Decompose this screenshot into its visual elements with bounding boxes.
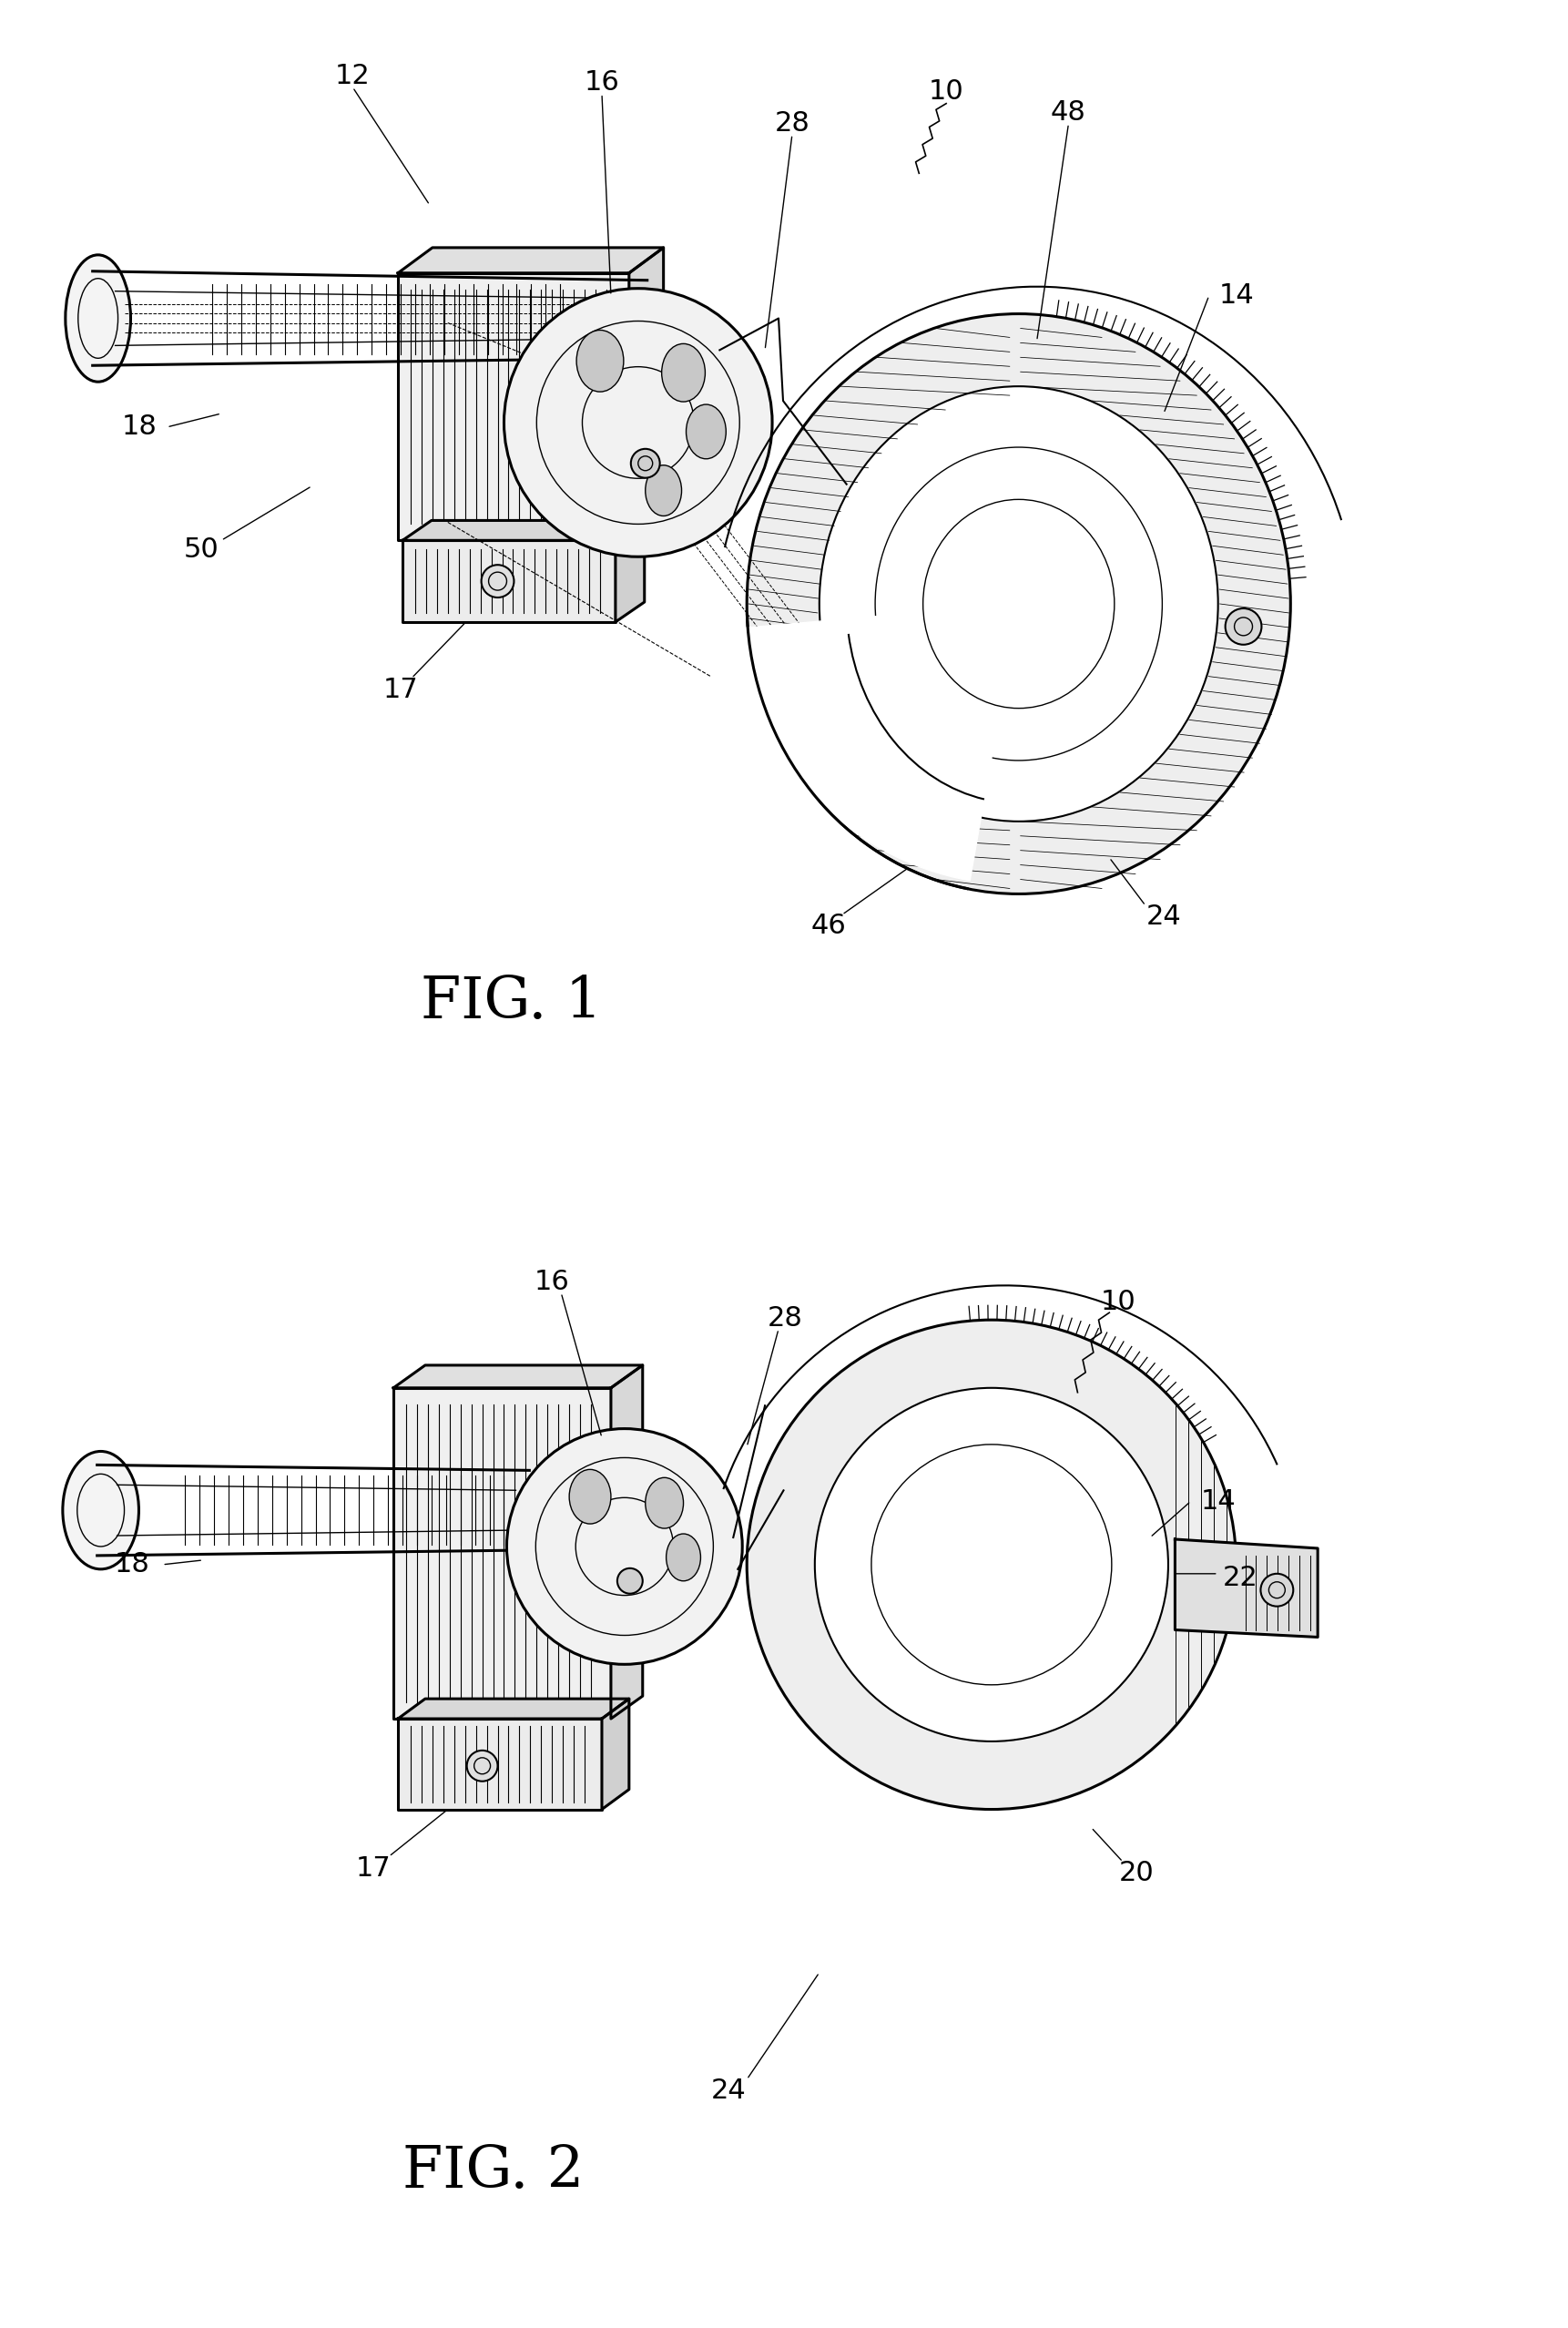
- Ellipse shape: [646, 466, 682, 517]
- Polygon shape: [616, 521, 644, 622]
- Ellipse shape: [503, 289, 771, 556]
- Text: 28: 28: [767, 1306, 803, 1332]
- Text: 16: 16: [535, 1269, 569, 1294]
- Text: 18: 18: [122, 414, 157, 440]
- Polygon shape: [394, 1387, 612, 1718]
- Ellipse shape: [66, 254, 130, 382]
- Text: 28: 28: [775, 109, 809, 137]
- Text: 46: 46: [811, 913, 847, 938]
- Ellipse shape: [746, 1320, 1236, 1809]
- Ellipse shape: [820, 386, 1218, 822]
- Ellipse shape: [687, 405, 726, 459]
- Text: 22: 22: [1223, 1564, 1259, 1592]
- Ellipse shape: [815, 1387, 1168, 1741]
- Ellipse shape: [63, 1450, 140, 1569]
- Text: 50: 50: [183, 535, 220, 563]
- Ellipse shape: [506, 1429, 742, 1665]
- Polygon shape: [403, 521, 644, 540]
- Ellipse shape: [467, 1751, 497, 1781]
- Ellipse shape: [746, 314, 1290, 894]
- Wedge shape: [739, 615, 996, 880]
- Polygon shape: [1174, 1539, 1317, 1637]
- Text: 20: 20: [1120, 1860, 1154, 1886]
- Text: 14: 14: [1218, 282, 1254, 310]
- Text: 18: 18: [114, 1550, 151, 1578]
- Polygon shape: [612, 1364, 643, 1718]
- Polygon shape: [398, 247, 663, 272]
- Ellipse shape: [569, 1469, 612, 1525]
- Polygon shape: [398, 272, 629, 540]
- Text: 17: 17: [356, 1855, 390, 1881]
- Polygon shape: [629, 247, 663, 540]
- Ellipse shape: [481, 566, 514, 598]
- Polygon shape: [403, 540, 616, 622]
- Ellipse shape: [577, 331, 624, 391]
- Text: 24: 24: [1146, 903, 1181, 929]
- Ellipse shape: [1225, 608, 1262, 645]
- Polygon shape: [398, 1718, 602, 1809]
- Ellipse shape: [630, 449, 660, 477]
- Text: FIG. 1: FIG. 1: [420, 975, 602, 1031]
- Ellipse shape: [662, 345, 706, 403]
- Ellipse shape: [618, 1569, 643, 1595]
- Ellipse shape: [666, 1534, 701, 1581]
- Ellipse shape: [646, 1478, 684, 1529]
- Polygon shape: [398, 1699, 629, 1718]
- Text: 14: 14: [1201, 1488, 1236, 1516]
- Text: 17: 17: [383, 677, 419, 703]
- Text: 24: 24: [710, 2077, 746, 2105]
- Polygon shape: [394, 1364, 643, 1387]
- Text: 10: 10: [1101, 1290, 1137, 1315]
- Text: 16: 16: [585, 70, 619, 95]
- Polygon shape: [602, 1699, 629, 1809]
- Text: FIG. 2: FIG. 2: [403, 2144, 583, 2200]
- Text: 10: 10: [928, 79, 964, 105]
- Ellipse shape: [1261, 1574, 1294, 1606]
- Text: 12: 12: [336, 63, 370, 88]
- Text: 48: 48: [1051, 100, 1087, 126]
